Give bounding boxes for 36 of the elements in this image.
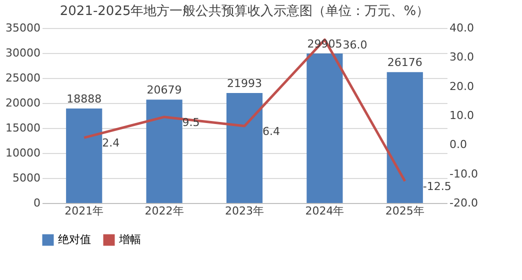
- chart-title: 2021-2025年地方一般公共预算收入示意图（单位：万元、%）: [60, 3, 430, 19]
- y-tick-label: 20000: [6, 96, 40, 110]
- data-label: 20679: [146, 84, 182, 97]
- x-tick-label: 2023年: [225, 204, 264, 218]
- y-tick-label: 35000: [6, 22, 40, 34]
- y-tick-label: 25000: [6, 72, 40, 84]
- bar: [306, 53, 343, 203]
- y2-tick-label: 10.0: [450, 109, 474, 122]
- y2-tick-label: 40.0: [450, 22, 474, 34]
- data-label: -12.5: [422, 180, 452, 194]
- x-tick-label: 2024年: [305, 204, 344, 218]
- y2-tick-label: 20.0: [450, 80, 474, 93]
- y2-tick-label: -10.0: [450, 167, 478, 180]
- y-tick-label: 5000: [12, 172, 40, 184]
- data-label: 6.4: [262, 125, 280, 138]
- data-label: 26176: [387, 56, 422, 70]
- y2-tick-label: 30.0: [450, 50, 474, 64]
- data-label: 2.4: [102, 136, 120, 150]
- bar: [66, 108, 102, 203]
- data-label: 21993: [227, 77, 262, 90]
- bar: [146, 100, 182, 203]
- legend-label: 增幅: [118, 233, 141, 246]
- y-tick-label: 30000: [6, 46, 40, 60]
- data-label: 18888: [66, 92, 102, 106]
- y-tick-label: 15000: [6, 122, 40, 134]
- y2-tick-label: -20.0: [450, 196, 478, 210]
- y-tick-label: 0: [34, 196, 40, 210]
- x-tick-label: 2022年: [144, 204, 184, 218]
- bar: [386, 72, 423, 203]
- x-tick-label: 2021年: [64, 204, 104, 218]
- y-tick-label: 10000: [6, 146, 40, 160]
- x-tick-label: 2025年: [385, 204, 424, 218]
- legend-label: 绝对值: [58, 233, 91, 246]
- data-label: 36.0: [342, 38, 368, 52]
- y2-tick-label: 0.0: [450, 138, 467, 152]
- bar: [226, 93, 263, 203]
